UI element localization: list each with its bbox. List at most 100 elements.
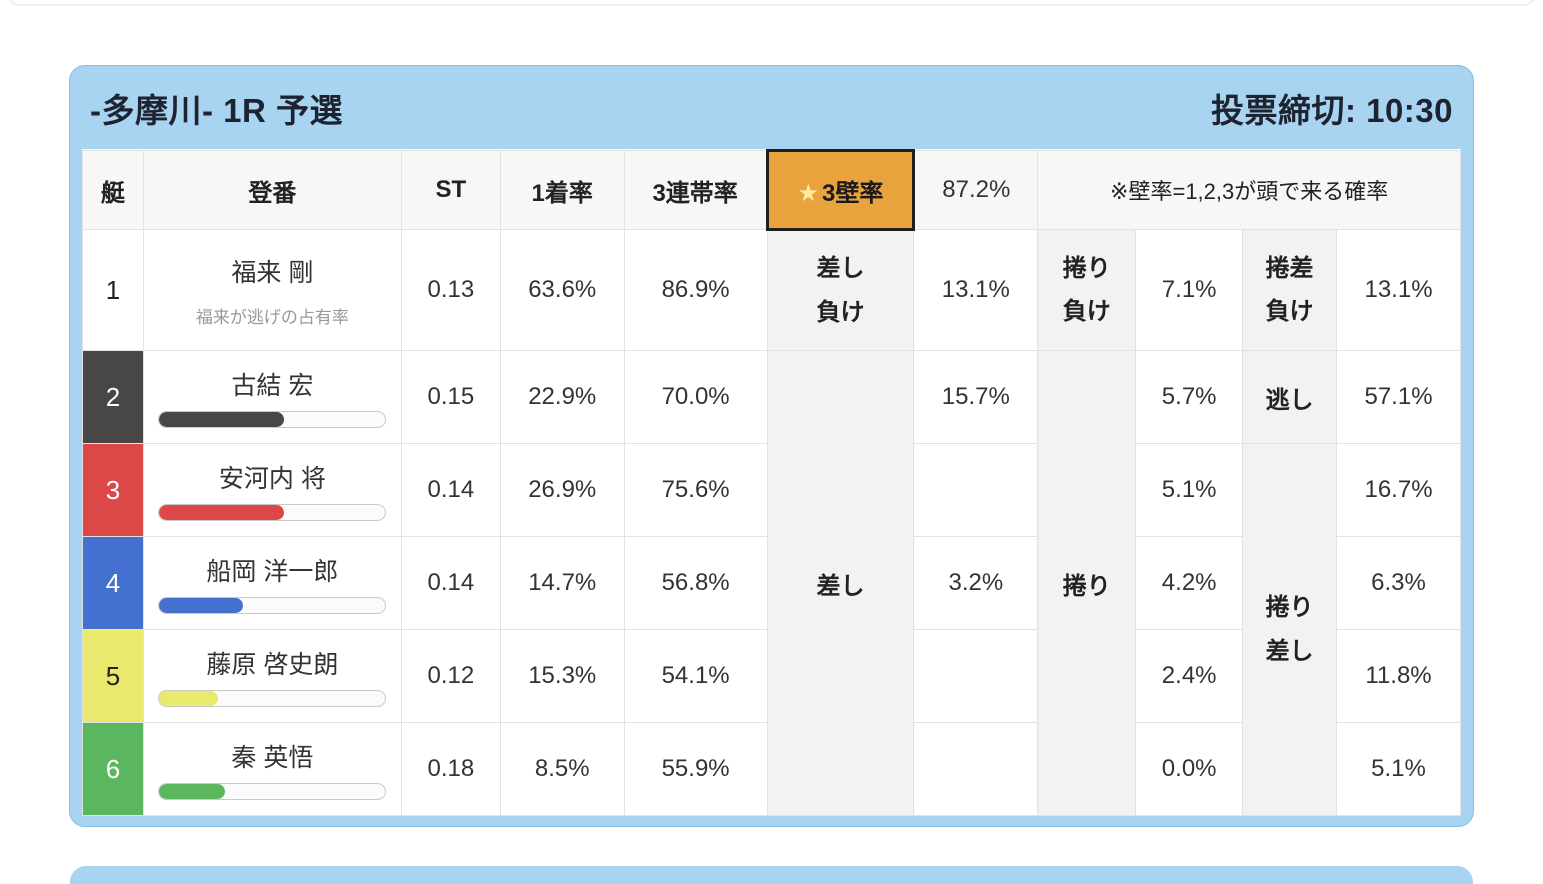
- wall-rate-toggle[interactable]: ★ 3壁率: [765, 149, 916, 231]
- makuri-value: 4.2%: [1135, 536, 1244, 630]
- makurizashi-lose-label: 捲差負け: [1265, 254, 1314, 325]
- nigashi-label-cell: 逃し: [1242, 350, 1338, 444]
- share-bar-fill: [159, 784, 225, 799]
- makuri-merged-label: 捲り: [1037, 350, 1137, 816]
- boat-row-1: 1 福来 剛 福来が逃げの占有率 0.13 63.6% 86.9% 差し負け 1…: [82, 229, 1461, 351]
- racer-subtitle: 福来が逃げの占有率: [195, 307, 349, 327]
- trifecta-rate-value: 75.6%: [623, 443, 768, 537]
- boat-number-cell: 4: [82, 536, 144, 630]
- makurizashi-value: 11.8%: [1336, 629, 1461, 723]
- next-card-edge: [70, 866, 1473, 884]
- share-bar-fill: [159, 691, 219, 706]
- boat-number-cell: 6: [82, 722, 144, 816]
- makurizashi-value: 16.7%: [1336, 443, 1461, 537]
- race-title: -多摩川- 1R 予選: [90, 91, 343, 129]
- col-header-trifecta-rate: 3連帯率: [623, 150, 768, 230]
- racer-name: 藤原 啓史朗: [206, 651, 339, 679]
- makurizashi-lose-value: 13.1%: [1336, 229, 1461, 351]
- previous-card-edge: [8, 0, 1535, 6]
- table-header-row: 艇 登番 ST 1着率 3連帯率 ★ 3壁率 87.2% ※壁率=1,2,3が頭で…: [82, 149, 1461, 231]
- sashi-lose-label: 差し負け: [816, 255, 865, 326]
- sashi-merged-label: 差し: [766, 350, 915, 816]
- first-rate-value: 15.3%: [499, 629, 625, 723]
- boat-number-cell: 2: [82, 350, 144, 444]
- boat-number-cell: 1: [82, 229, 144, 351]
- share-bar-fill: [159, 412, 284, 427]
- boat-row-2: 2 古結 宏 0.15 22.9% 70.0% 差し 15.7% 捲り 5.7%…: [82, 350, 1461, 816]
- boat-number-cell: 3: [82, 443, 144, 537]
- trifecta-rate-value: 55.9%: [623, 722, 768, 816]
- sashi-value-empty: [913, 722, 1039, 816]
- sashi-value: 3.2%: [913, 536, 1039, 630]
- racer-cell: 安河内 将: [142, 443, 402, 537]
- makurizashi-value: 5.1%: [1336, 722, 1461, 816]
- share-bar: [158, 504, 387, 521]
- vote-deadline: 投票締切: 10:30: [1210, 91, 1453, 129]
- sashi-value: 15.7%: [913, 350, 1039, 444]
- boat-row-5: 5 藤原 啓史朗 0.12 15.3% 54.1% 2.4% 11.8%: [82, 629, 1461, 723]
- share-bar-fill: [159, 505, 284, 520]
- racer-name: 船岡 洋一郎: [206, 558, 339, 586]
- sashi-lose-value: 13.1%: [913, 229, 1039, 351]
- makurizashi-value: 6.3%: [1336, 536, 1461, 630]
- trifecta-rate-value: 54.1%: [623, 629, 768, 723]
- col-header-st: ST: [400, 150, 501, 230]
- st-value: 0.15: [400, 350, 501, 444]
- makuri-lose-label-cell: 捲り負け: [1037, 229, 1137, 351]
- racer-cell: 古結 宏: [142, 350, 402, 444]
- st-value: 0.12: [400, 629, 501, 723]
- nigashi-value: 57.1%: [1336, 350, 1461, 444]
- share-bar: [158, 411, 387, 428]
- racer-name: 古結 宏: [231, 372, 314, 400]
- sashi-value-empty: [913, 443, 1039, 537]
- first-rate-value: 8.5%: [499, 722, 625, 816]
- makuri-lose-value: 7.1%: [1135, 229, 1244, 351]
- first-rate-value: 22.9%: [499, 350, 625, 444]
- makuri-value: 0.0%: [1135, 722, 1244, 816]
- racer-name: 安河内 将: [218, 465, 326, 493]
- racer-name: 秦 英悟: [231, 744, 314, 772]
- star-icon: ★: [797, 179, 820, 207]
- wall-rate-label: 3壁率: [822, 179, 884, 207]
- racer-name: 福来 剛: [231, 258, 314, 287]
- trifecta-rate-value: 56.8%: [623, 536, 768, 630]
- makuri-lose-label: 捲り負け: [1062, 254, 1111, 325]
- wall-rate-note: ※壁率=1,2,3が頭で来る確率: [1037, 150, 1461, 230]
- share-bar: [158, 690, 387, 707]
- boat-row-4: 4 船岡 洋一郎 0.14 14.7% 56.8% 3.2% 4.2% 6.3%: [82, 536, 1461, 630]
- first-rate-value: 63.6%: [499, 229, 625, 351]
- makuri-value: 5.1%: [1135, 443, 1244, 537]
- share-bar: [158, 783, 387, 800]
- racer-cell: 秦 英悟: [142, 722, 402, 816]
- makurizashi-merged-label: 捲り差し: [1265, 594, 1314, 665]
- wall-rate-value: 87.2%: [913, 150, 1039, 230]
- st-value: 0.13: [400, 229, 501, 351]
- st-value: 0.14: [400, 443, 501, 537]
- share-bar-fill: [159, 598, 244, 613]
- col-header-boat: 艇: [82, 150, 144, 230]
- boat-row-6: 6 秦 英悟 0.18 8.5% 55.9% 0.0% 5.1%: [82, 722, 1461, 816]
- trifecta-rate-value: 70.0%: [623, 350, 768, 444]
- share-bar: [158, 597, 387, 614]
- makuri-value: 2.4%: [1135, 629, 1244, 723]
- race-card-header: -多摩川- 1R 予選 投票締切: 10:30: [82, 66, 1461, 149]
- first-rate-value: 26.9%: [499, 443, 625, 537]
- makurizashi-lose-label-cell: 捲差負け: [1242, 229, 1338, 351]
- st-value: 0.18: [400, 722, 501, 816]
- boat-row-3: 3 安河内 将 0.14 26.9% 75.6% 5.1% 捲り差し 16.7%: [82, 443, 1461, 816]
- st-value: 0.14: [400, 536, 501, 630]
- boat-number-cell: 5: [82, 629, 144, 723]
- makurizashi-merged-label-cell: 捲り差し: [1242, 443, 1338, 816]
- racer-cell: 藤原 啓史朗: [142, 629, 402, 723]
- race-card: -多摩川- 1R 予選 投票締切: 10:30 艇 登番 ST 1着率 3連帯率…: [69, 65, 1474, 827]
- racer-cell: 福来 剛 福来が逃げの占有率: [142, 229, 402, 351]
- racer-cell: 船岡 洋一郎: [142, 536, 402, 630]
- makuri-value: 5.7%: [1135, 350, 1244, 444]
- sashi-lose-label-cell: 差し負け: [766, 229, 915, 351]
- col-header-entry: 登番: [142, 150, 402, 230]
- first-rate-value: 14.7%: [499, 536, 625, 630]
- race-table: 艇 登番 ST 1着率 3連帯率 ★ 3壁率 87.2% ※壁率=1,2,3が頭で…: [82, 149, 1461, 816]
- col-header-first-rate: 1着率: [499, 150, 625, 230]
- trifecta-rate-value: 86.9%: [623, 229, 768, 351]
- sashi-value-empty: [913, 629, 1039, 723]
